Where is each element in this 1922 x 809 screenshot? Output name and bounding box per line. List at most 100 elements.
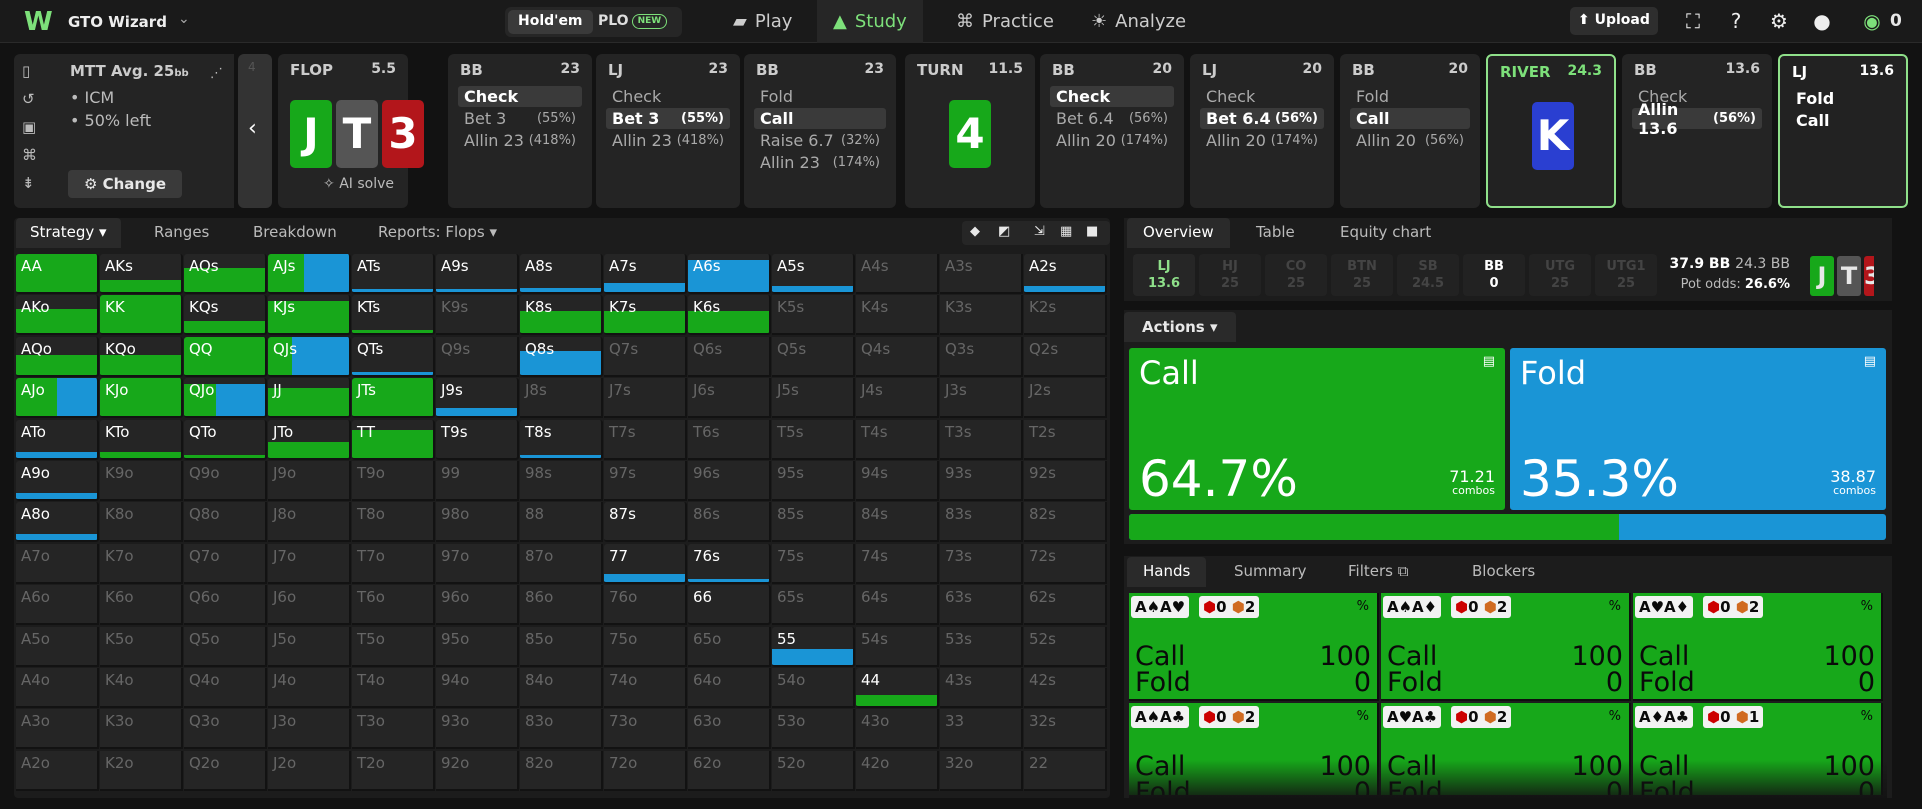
matrix-cell[interactable]: A4o (16, 668, 99, 708)
matrix-cell[interactable]: K6s (688, 295, 771, 336)
help-icon[interactable]: ? (1730, 9, 1742, 33)
matrix-cell[interactable]: Q7o (184, 543, 267, 584)
matrix-cell[interactable]: T8o (352, 502, 435, 543)
matrix-cell[interactable]: A8s (520, 254, 603, 294)
matrix-cell[interactable]: A7o (16, 543, 99, 584)
matrix-cell[interactable]: 96s (688, 461, 771, 501)
ai-solve-button[interactable]: ✧ AI solve (323, 176, 394, 192)
matrix-cell[interactable]: KTo (100, 419, 183, 460)
matrix-cell[interactable]: 55 (772, 626, 855, 667)
matrix-cell[interactable]: AJs (268, 254, 351, 294)
matrix-cell[interactable]: J3s (940, 378, 1023, 419)
matrix-cell[interactable]: J6o (268, 585, 351, 626)
matrix-cell[interactable]: T5o (352, 626, 435, 667)
matrix-cell[interactable]: Q6o (184, 585, 267, 626)
matrix-cell[interactable]: 85o (520, 626, 603, 667)
matrix-cell[interactable]: T9o (352, 461, 435, 501)
action-item[interactable]: Check (1200, 86, 1324, 107)
call-box[interactable]: Call ▤ 64.7% 71.21 combos (1129, 348, 1505, 510)
matrix-cell[interactable]: 53s (940, 626, 1023, 667)
matrix-cell[interactable]: T9s (436, 419, 519, 460)
action-item[interactable]: Check (1050, 86, 1174, 107)
matrix-cell[interactable]: AQs (184, 254, 267, 294)
matrix-cell[interactable]: TT (352, 419, 435, 460)
scan-icon[interactable]: ⛶ (1686, 9, 1700, 33)
history-panel-lj[interactable]: LJ 20 Check Bet 6.4 (56%) Allin 20 (174%) (1190, 54, 1334, 208)
nav-analyze[interactable]: ☀ Analyze (1075, 0, 1202, 43)
action-item[interactable]: Call (1350, 108, 1470, 129)
matrix-cell[interactable]: KQs (184, 295, 267, 336)
matrix-cell[interactable]: Q2o (184, 750, 267, 791)
matrix-cell[interactable]: KK (100, 295, 183, 336)
matrix-cell[interactable]: 54o (772, 668, 855, 708)
matrix-cell[interactable]: J7o (268, 543, 351, 584)
matrix-cell[interactable]: 98s (520, 461, 603, 501)
matrix-cell[interactable]: T3s (940, 419, 1023, 460)
matrix-cell[interactable]: K2s (1024, 295, 1107, 336)
matrix-cell[interactable]: A2o (16, 750, 99, 791)
matrix-cell[interactable]: Q9s (436, 336, 519, 377)
matrix-cell[interactable]: K7s (604, 295, 687, 336)
matrix-cell[interactable]: K3o (100, 709, 183, 750)
nav-play[interactable]: ▰ Play (717, 0, 808, 43)
matrix-cell[interactable]: 33 (940, 709, 1023, 750)
position-sb[interactable]: SB 24.5 (1397, 254, 1459, 296)
matrix-cell[interactable]: 52o (772, 750, 855, 791)
matrix-cell[interactable]: T3o (352, 709, 435, 750)
matrix-cell[interactable]: Q4o (184, 668, 267, 708)
matrix-cell[interactable]: Q8s (520, 336, 603, 377)
chevron-down-icon[interactable]: ⌄ (178, 11, 190, 27)
matrix-cell[interactable]: AQo (16, 336, 99, 377)
tab-overview[interactable]: Overview (1127, 218, 1230, 248)
save-icon[interactable]: ▣ (22, 118, 37, 136)
action-item[interactable]: Allin 20 (174%) (1050, 130, 1174, 151)
matrix-cell[interactable]: K2o (100, 750, 183, 791)
hand-card[interactable]: A♠A♦ ⬢0 ⬢2% Call 100 Fold 0 (1381, 593, 1631, 701)
matrix-cell[interactable]: 74o (604, 668, 687, 708)
action-item[interactable]: Allin 23 (418%) (606, 130, 730, 151)
matrix-cell[interactable]: T6s (688, 419, 771, 460)
matrix-cell[interactable]: Q9o (184, 461, 267, 501)
history-panel-river[interactable]: RIVER 24.3 K (1486, 54, 1616, 208)
note-icon[interactable]: ▤ (1863, 354, 1876, 369)
matrix-cell[interactable]: T7o (352, 543, 435, 584)
history-panel-bb[interactable]: BB 13.6 Check Allin 13.6 (56%) (1622, 54, 1772, 208)
matrix-cell[interactable]: 84o (520, 668, 603, 708)
matrix-cell[interactable]: 93o (436, 709, 519, 750)
action-item[interactable]: Bet 6.4 (56%) (1200, 108, 1324, 129)
matrix-cell[interactable]: 96o (436, 585, 519, 626)
action-item[interactable]: Fold (1350, 86, 1470, 107)
plo-option[interactable]: PLO NEW (588, 10, 677, 34)
action-item[interactable]: Allin 23 (174%) (754, 152, 886, 173)
matrix-cell[interactable]: A6o (16, 585, 99, 626)
user-icon[interactable]: ● (1813, 9, 1831, 33)
matrix-cell[interactable]: 43o (856, 709, 939, 750)
history-panel-bb[interactable]: BB 20 Check Bet 6.4 (56%) Allin 20 (174%) (1040, 54, 1184, 208)
action-item[interactable]: Fold (1790, 88, 1896, 109)
upload-button[interactable]: ⬆ Upload (1570, 7, 1658, 35)
matrix-cell[interactable]: Q3o (184, 709, 267, 750)
matrix-cell[interactable]: 75o (604, 626, 687, 667)
tab-strategy[interactable]: Strategy ▾ (16, 218, 121, 248)
nav-practice[interactable]: ⌘ Practice (940, 0, 1070, 43)
matrix-cell[interactable]: K7o (100, 543, 183, 584)
matrix-cell[interactable]: 87s (604, 502, 687, 543)
grid-icon[interactable]: ▦ (1060, 224, 1073, 239)
matrix-cell[interactable]: 32o (940, 750, 1023, 791)
position-hj[interactable]: HJ 25 (1199, 254, 1261, 296)
action-item[interactable]: Fold (754, 86, 886, 107)
matrix-cell[interactable]: 94s (856, 461, 939, 501)
gamepad-small-icon[interactable]: ⌘ (22, 146, 37, 164)
action-item[interactable]: Check (1632, 86, 1762, 107)
matrix-cell[interactable]: T8s (520, 419, 603, 460)
action-item[interactable]: Check (458, 86, 582, 107)
matrix-cell[interactable]: Q5s (772, 336, 855, 377)
matrix-cell[interactable]: Q2s (1024, 336, 1107, 377)
matrix-cell[interactable]: A9s (436, 254, 519, 294)
matrix-cell[interactable]: T6o (352, 585, 435, 626)
holdem-option[interactable]: Hold'em (508, 10, 593, 34)
matrix-cell[interactable]: 64s (856, 585, 939, 626)
matrix-cell[interactable]: Q3s (940, 336, 1023, 377)
matrix-cell[interactable]: T4o (352, 668, 435, 708)
matrix-cell[interactable]: 83s (940, 502, 1023, 543)
